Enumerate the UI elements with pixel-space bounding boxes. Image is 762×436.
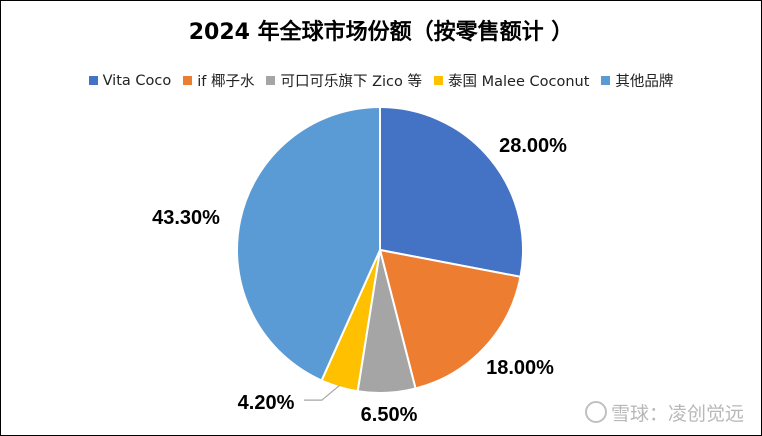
legend-item: if 椰子水	[183, 70, 254, 91]
data-label: 18.00%	[486, 357, 554, 379]
legend-item: 泰国 Malee Coconut	[434, 70, 589, 91]
legend-swatch	[183, 76, 193, 85]
legend-label: 其他品牌	[615, 74, 674, 90]
data-label: 28.00%	[499, 135, 567, 157]
watermark: 雪球：凌创觉远	[584, 399, 744, 426]
legend-label: Vita Coco	[102, 72, 172, 89]
pie-slice	[378, 248, 522, 390]
legend-swatch	[266, 76, 276, 85]
legend-item: 其他品牌	[601, 70, 673, 91]
legend-item: Vita Coco	[88, 72, 172, 89]
data-label: 4.20%	[238, 392, 295, 414]
legend-item: 可口可乐旗下 Zico 等	[266, 70, 422, 91]
legend-label: if 椰子水	[197, 74, 255, 90]
pie-slice	[379, 105, 524, 278]
leader-line	[304, 384, 341, 401]
chart-legend: Vita Coco if 椰子水 可口可乐旗下 Zico 等 泰国 Malee Coc…	[0, 70, 762, 91]
data-label: 6.50%	[361, 404, 418, 426]
chart-title: 2024 年全球市场份额（按零售额计 ）	[188, 20, 574, 45]
watermark-text: 雪球：凌创觉远	[610, 403, 744, 425]
legend-swatch	[601, 76, 611, 85]
snowball-logo-icon	[584, 401, 607, 423]
data-label: 43.30%	[152, 207, 220, 229]
legend-swatch	[88, 76, 98, 85]
pie-slice	[236, 105, 381, 382]
legend-label: 可口可乐旗下 Zico 等	[280, 74, 423, 90]
legend-label: 泰国 Malee Coconut	[448, 74, 590, 90]
legend-swatch	[434, 76, 444, 85]
